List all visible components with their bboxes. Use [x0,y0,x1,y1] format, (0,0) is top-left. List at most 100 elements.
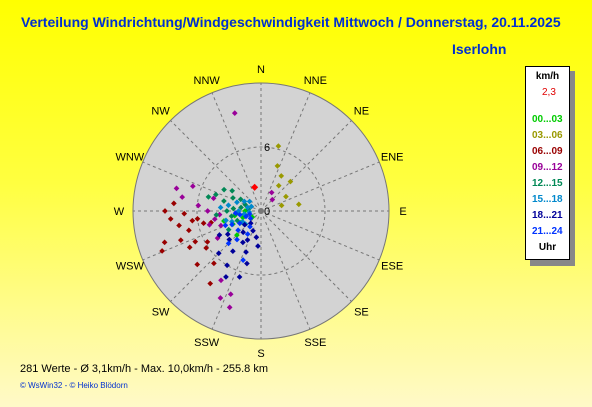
direction-label-ese: ESE [381,260,403,272]
data-point [226,304,233,311]
data-point [225,240,232,247]
data-point [283,193,289,200]
data-point [216,211,223,218]
data-point [229,218,235,225]
data-point [243,213,249,220]
data-point [230,195,236,201]
data-point [222,222,229,229]
data-point [200,220,207,227]
legend-range-0: 00...03 [532,114,563,125]
data-point [176,222,182,229]
data-point [189,217,196,224]
data-point [204,208,211,214]
direction-label-w: W [114,206,125,218]
data-point [177,237,184,244]
data-point [217,204,224,211]
legend-current-value: 2,3 [542,87,556,98]
data-point [241,221,248,228]
data-point [247,215,254,222]
ring-labels: 06 [264,142,270,218]
data-point [253,234,260,241]
data-point [236,274,243,280]
data-point [228,213,235,220]
data-point [161,239,168,246]
compass-grid [133,83,389,339]
data-point [186,227,192,234]
legend-range-5: 15...18 [532,194,563,205]
legend-unit: km/h [535,71,560,82]
direction-label-wsw: WSW [116,260,145,272]
direction-label-nne: NNE [304,75,327,87]
data-point [173,185,180,192]
direction-label-s: S [257,348,264,360]
data-point [234,199,240,206]
direction-label-nw: NW [151,106,170,118]
data-point [240,229,247,236]
legend-range-1: 03...06 [532,130,563,141]
data-point [216,232,223,238]
ring-label: 6 [264,142,270,154]
data-point [194,261,201,268]
data-point [240,239,246,246]
data-point [179,194,186,200]
legend: km/h 2,3 00...03 03...06 06...09 09...12 12.… [525,66,570,260]
credit-line: © WsWin32 - © Heiko Blödorn [20,381,128,390]
data-point [244,260,250,267]
data-point [192,238,199,245]
ring-label: 0 [264,206,270,218]
data-point [207,280,214,287]
legend-range-2: 06...09 [532,146,563,157]
statistics-line: 281 Werte - Ø 3,1km/h - Max. 10,0km/h - … [20,363,268,375]
data-point [238,204,244,211]
data-point [295,201,302,208]
direction-label-nnw: NNW [194,75,221,87]
data-point [203,245,210,251]
data-point [246,198,253,205]
data-point [234,232,240,238]
data-point [211,260,217,267]
data-point [232,210,239,217]
data-point [159,248,165,254]
data-point [244,231,251,237]
data-point [244,237,251,243]
data-point [171,200,177,207]
data-point [243,249,249,255]
data-points [159,110,302,311]
data-point [181,210,188,217]
data-point [275,143,282,149]
data-point [213,212,220,218]
data-point [247,223,253,230]
data-point [236,220,243,227]
legend-range-6: 18...21 [532,210,563,221]
data-point [241,198,248,205]
legend-range-4: 12...15 [532,178,563,189]
data-point [224,262,230,269]
data-point [190,183,196,190]
data-point [224,231,231,238]
data-point [278,202,285,209]
data-point [234,236,240,243]
data-point [250,227,256,234]
data-point [218,277,224,284]
legend-range-7: 21...24 [532,226,563,237]
data-point [246,211,253,217]
direction-label-sse: SSE [304,337,326,349]
data-point [227,291,234,298]
data-point [226,236,233,243]
data-point [229,187,235,194]
data-point [268,189,275,196]
data-point [225,226,232,233]
location-label: Iserlohn [452,41,507,57]
data-point [229,221,235,228]
current-point [251,183,259,191]
direction-label-e: E [399,206,406,218]
direction-label-se: SE [354,306,369,318]
legend-footer: Uhr [538,242,557,253]
data-point [287,178,294,185]
data-point [225,202,232,209]
data-point [204,239,211,245]
data-point [211,216,218,222]
direction-label-ne: NE [354,106,369,118]
data-point [274,163,281,169]
